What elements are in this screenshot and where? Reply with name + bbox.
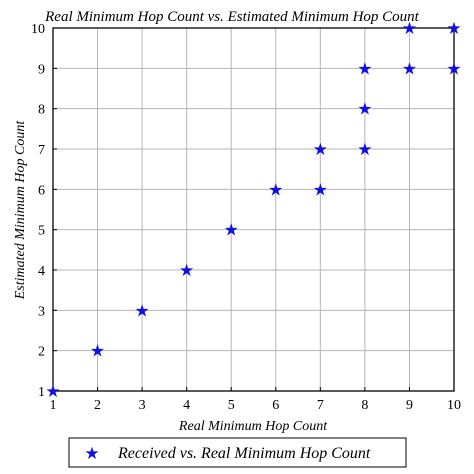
legend-star-icon: ★: [84, 444, 99, 464]
x-tick-label: 2: [94, 398, 101, 413]
data-point-star-icon: ★: [402, 59, 417, 79]
data-point-star-icon: ★: [268, 180, 283, 200]
x-tick-label: 10: [447, 398, 461, 413]
axis-ticks: 1 2 3 4 5 6 7 8 9 10 1 2 3 4 5 6 7 8 9 10: [31, 22, 461, 413]
data-point-star-icon: ★: [179, 261, 194, 281]
y-tick-label: 2: [38, 345, 45, 360]
chart-title: Real Minimum Hop Count vs. Estimated Min…: [44, 9, 420, 25]
y-tick-label: 3: [38, 304, 45, 319]
y-tick-label: 1: [38, 385, 45, 400]
x-tick-label: 5: [228, 398, 235, 413]
y-tick-label: 9: [38, 62, 45, 77]
x-tick-label: 3: [139, 398, 146, 413]
data-points: ★ ★ ★ ★ ★ ★ ★ ★ ★ ★ ★ ★ ★ ★ ★: [45, 19, 461, 402]
data-point-star-icon: ★: [90, 342, 105, 362]
data-point-star-icon: ★: [134, 301, 149, 321]
y-tick-label: 4: [38, 264, 45, 279]
data-point-star-icon: ★: [45, 382, 60, 402]
grid: [52, 27, 455, 392]
x-tick-label: 4: [183, 398, 190, 413]
legend: ★ Received vs. Real Minimum Hop Count: [68, 437, 407, 468]
x-tick-label: 7: [317, 398, 324, 413]
y-tick-label: 5: [38, 224, 45, 239]
y-tick-label: 6: [38, 183, 45, 198]
data-point-star-icon: ★: [446, 19, 461, 39]
data-point-star-icon: ★: [224, 221, 239, 241]
data-point-star-icon: ★: [313, 180, 328, 200]
x-tick-label: 8: [361, 398, 368, 413]
y-tick-label: 7: [38, 143, 45, 158]
plot-area-frame: [52, 27, 455, 392]
data-point-star-icon: ★: [446, 59, 461, 79]
data-point-star-icon: ★: [313, 140, 328, 160]
legend-box: [68, 437, 407, 468]
data-point-star-icon: ★: [357, 59, 372, 79]
x-tick-label: 9: [406, 398, 413, 413]
data-point-star-icon: ★: [357, 100, 372, 120]
legend-label: Received vs. Real Minimum Hop Count: [117, 445, 371, 462]
x-tick-label: 1: [50, 398, 57, 413]
x-axis-label: Real Minimum Hop Count: [178, 419, 328, 434]
x-tick-label: 6: [272, 398, 279, 413]
y-tick-label: 8: [38, 103, 45, 118]
y-tick-label: 10: [31, 22, 45, 37]
data-point-star-icon: ★: [357, 140, 372, 160]
y-axis-label: Estimated Minimum Hop Count: [13, 120, 28, 301]
data-point-star-icon: ★: [402, 19, 417, 39]
